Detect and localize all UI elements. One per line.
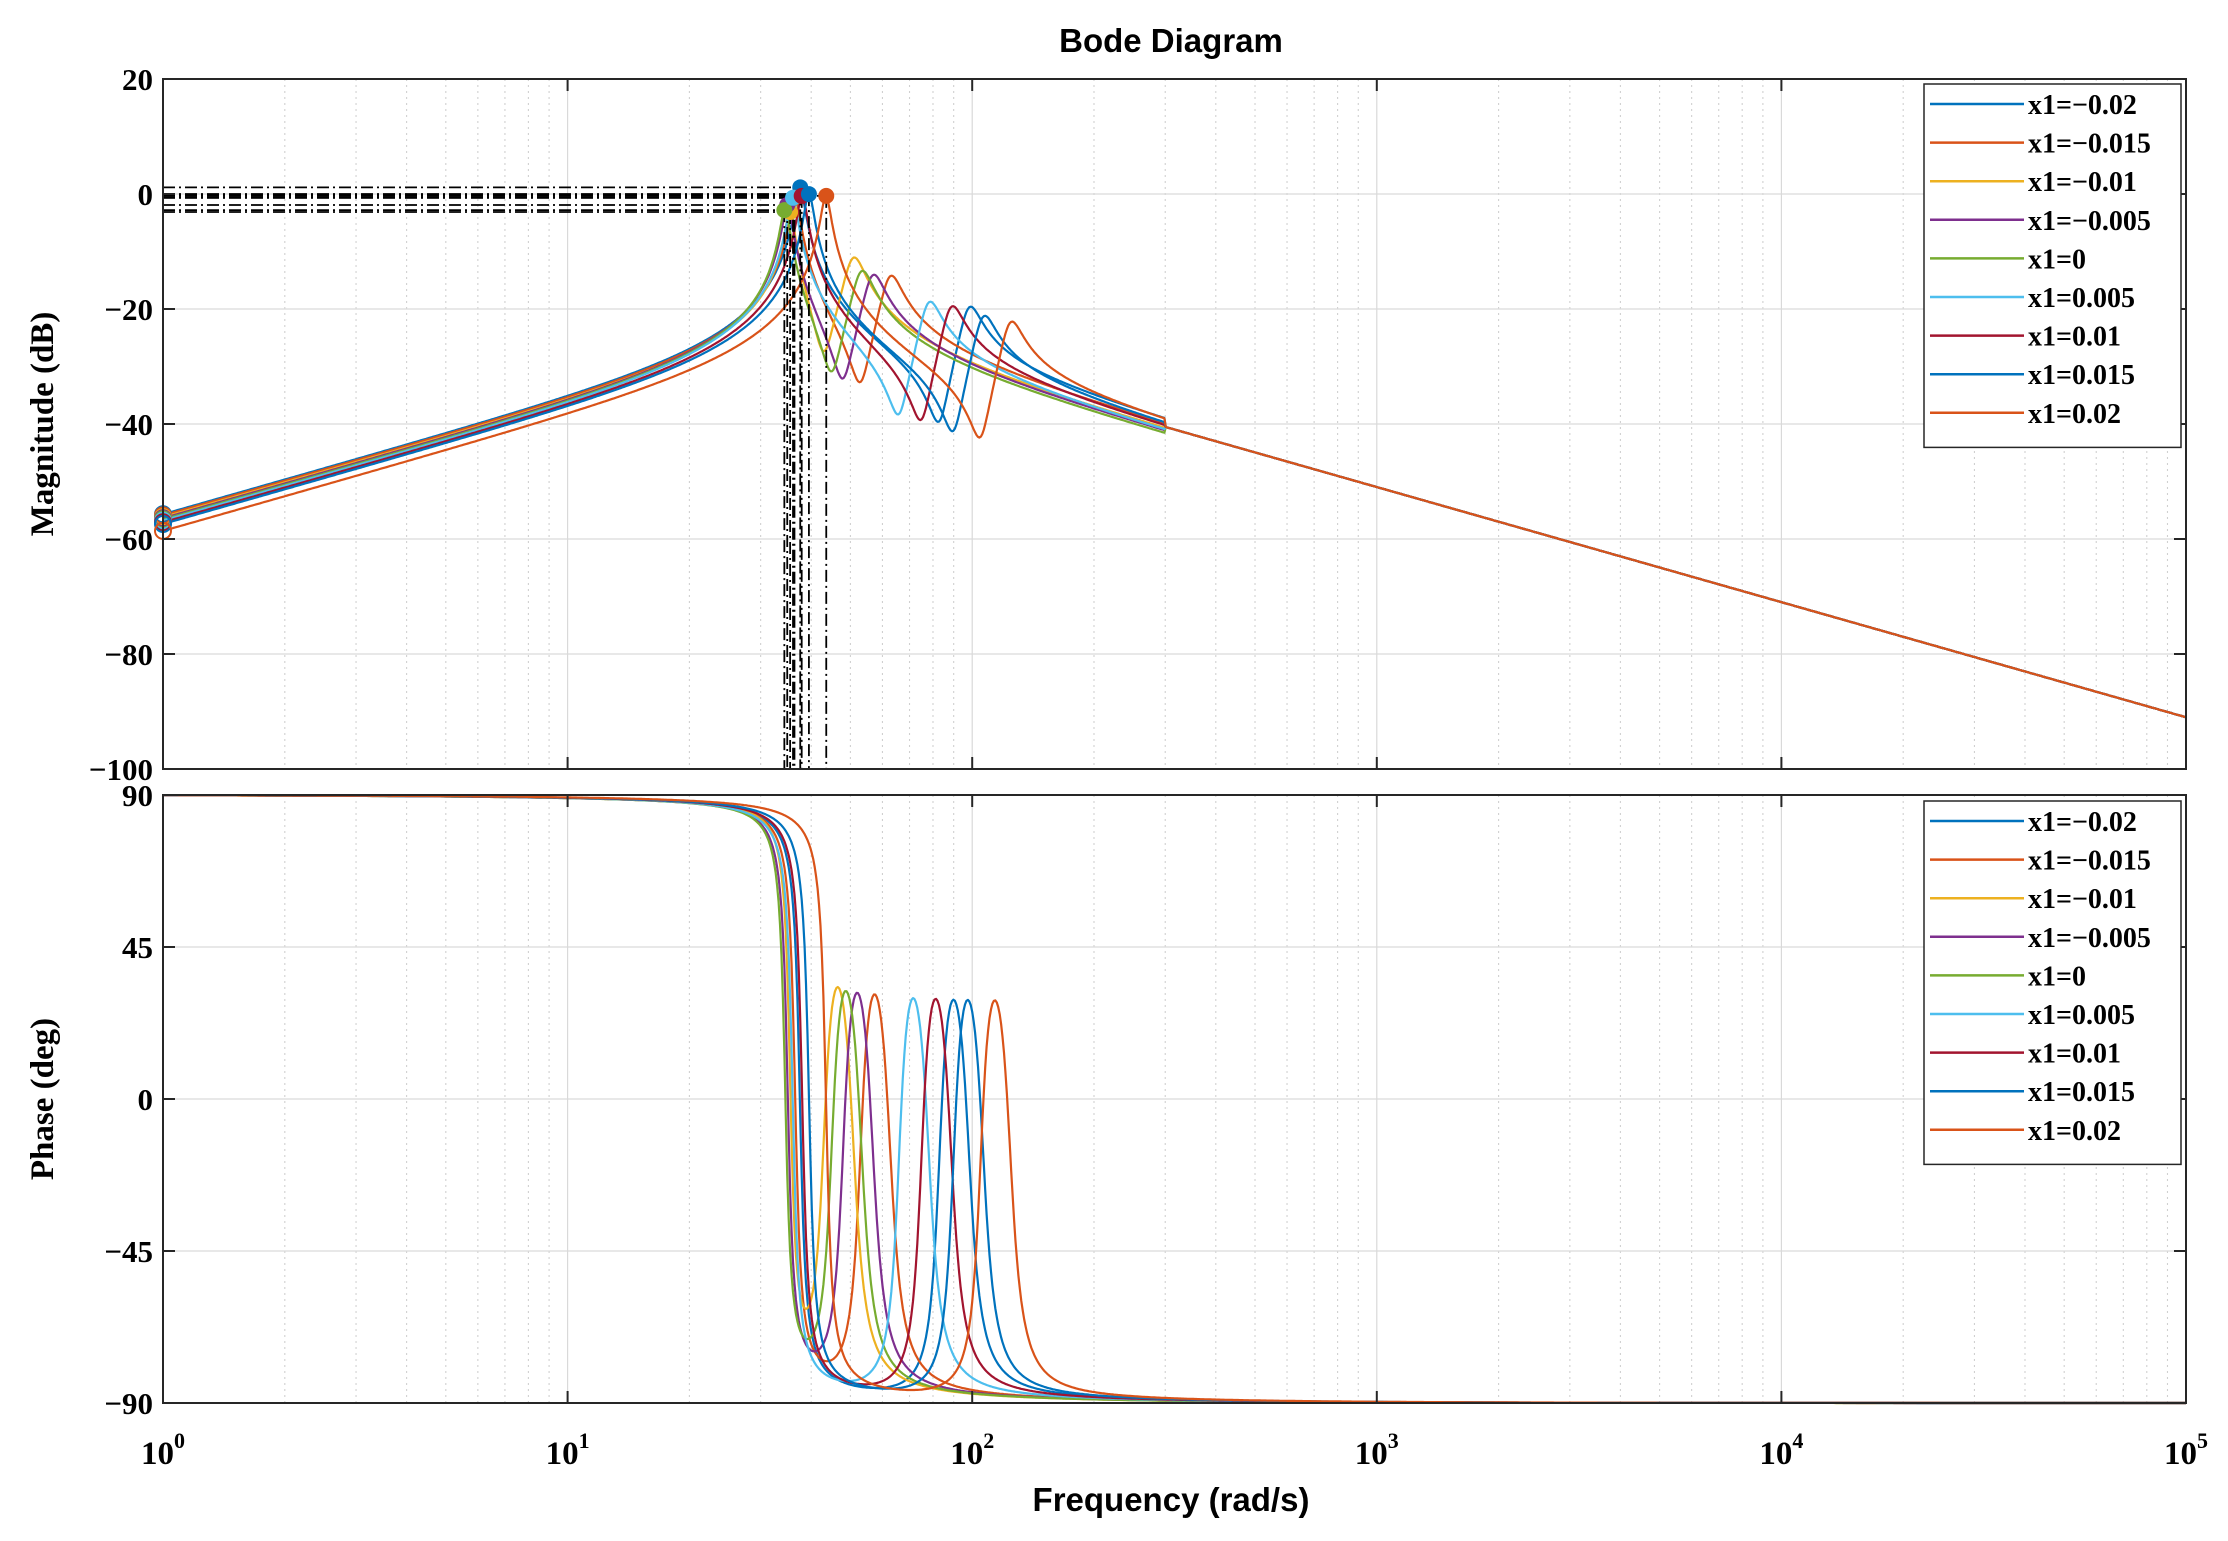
x-tick-base: 10 xyxy=(1759,1436,1792,1472)
x-tick-base: 10 xyxy=(950,1436,983,1472)
legend-entry: x1=0.01 xyxy=(2028,1039,2121,1070)
series-group xyxy=(163,186,2186,719)
x-tick-label: 101 xyxy=(546,1428,590,1472)
peak-marker xyxy=(776,202,793,219)
x-tick-labels: 100 101 102 103 104 105 xyxy=(141,1428,2208,1472)
legend-entry: x1=0.01 xyxy=(2028,322,2121,353)
peak-guides xyxy=(154,179,835,769)
y-tick-label: 20 xyxy=(122,62,153,97)
legend-entry: x1=−0.015 xyxy=(2028,129,2151,160)
legend-entry: x1=−0.01 xyxy=(2028,167,2137,198)
x-tick-label: 105 xyxy=(2164,1428,2208,1472)
x-tick-exponent: 1 xyxy=(579,1428,590,1453)
x-tick-exponent: 0 xyxy=(174,1428,185,1453)
legend-entry: x1=−0.005 xyxy=(2028,923,2151,954)
magnitude-panel: 20 0 −20 −40 −60 −80 −100 Magnitude (dB) x1=−0.0… xyxy=(25,62,2187,787)
y-tick-label: −80 xyxy=(104,637,153,672)
y-tick-label: −90 xyxy=(104,1386,153,1421)
legend-entry: x1=0.015 xyxy=(2028,1077,2135,1108)
y-axis-label: Phase (deg) xyxy=(25,1018,61,1180)
legend-entry: x1=−0.005 xyxy=(2028,206,2151,237)
peak-marker xyxy=(818,187,835,204)
y-tick-label: 90 xyxy=(122,778,153,813)
chart-title: Bode Diagram xyxy=(1059,22,1283,59)
legend-entry: x1=0.02 xyxy=(2028,399,2121,430)
y-tick-label: −45 xyxy=(104,1234,153,1269)
x-tick-exponent: 2 xyxy=(983,1428,994,1453)
legend-box xyxy=(1923,800,2182,1166)
x-tick-exponent: 5 xyxy=(2197,1428,2208,1453)
legend-entry: x1=0.005 xyxy=(2028,283,2135,314)
x-tick-exponent: 4 xyxy=(1792,1428,1803,1453)
legend-entry: x1=−0.01 xyxy=(2028,884,2137,915)
legend-entry: x1=0.005 xyxy=(2028,1000,2135,1031)
legend: x1=−0.02 x1=−0.015 x1=−0.01 x1=−0.005 x1=0 x1… xyxy=(1923,83,2182,449)
x-tick-label: 103 xyxy=(1355,1428,1399,1472)
legend-entry: x1=−0.015 xyxy=(2028,846,2151,877)
legend-entry: x1=0.015 xyxy=(2028,360,2135,391)
y-tick-label: −100 xyxy=(89,752,153,787)
legend: x1=−0.02 x1=−0.015 x1=−0.01 x1=−0.005 x1=0 x1… xyxy=(1923,800,2182,1166)
legend-box xyxy=(1923,83,2182,449)
y-tick-label: 45 xyxy=(122,930,153,965)
series-line-9 xyxy=(163,194,2186,719)
x-tick-label: 104 xyxy=(1759,1428,1803,1472)
y-tick-label: −40 xyxy=(104,407,153,442)
legend-entry: x1=−0.02 xyxy=(2028,807,2137,838)
y-tick-label: 0 xyxy=(138,1082,154,1117)
y-axis-label: Magnitude (dB) xyxy=(25,312,61,537)
y-tick-label: 0 xyxy=(138,177,154,212)
y-tick-label: −20 xyxy=(104,292,153,327)
x-tick-label: 100 xyxy=(141,1428,185,1472)
y-tick-label: −60 xyxy=(104,522,153,557)
x-tick-base: 10 xyxy=(2164,1436,2197,1472)
x-tick-exponent: 3 xyxy=(1388,1428,1399,1453)
x-tick-base: 10 xyxy=(141,1436,174,1472)
legend-entry: x1=0 xyxy=(2028,961,2086,992)
legend-entry: x1=0.02 xyxy=(2028,1116,2121,1147)
x-tick-label: 102 xyxy=(950,1428,994,1472)
legend-entry: x1=0 xyxy=(2028,244,2086,275)
x-axis-label: Frequency (rad/s) xyxy=(1033,1481,1310,1518)
legend-entry: x1=−0.02 xyxy=(2028,90,2137,121)
x-tick-base: 10 xyxy=(1355,1436,1388,1472)
x-tick-base: 10 xyxy=(546,1436,579,1472)
peak-marker xyxy=(800,186,817,203)
